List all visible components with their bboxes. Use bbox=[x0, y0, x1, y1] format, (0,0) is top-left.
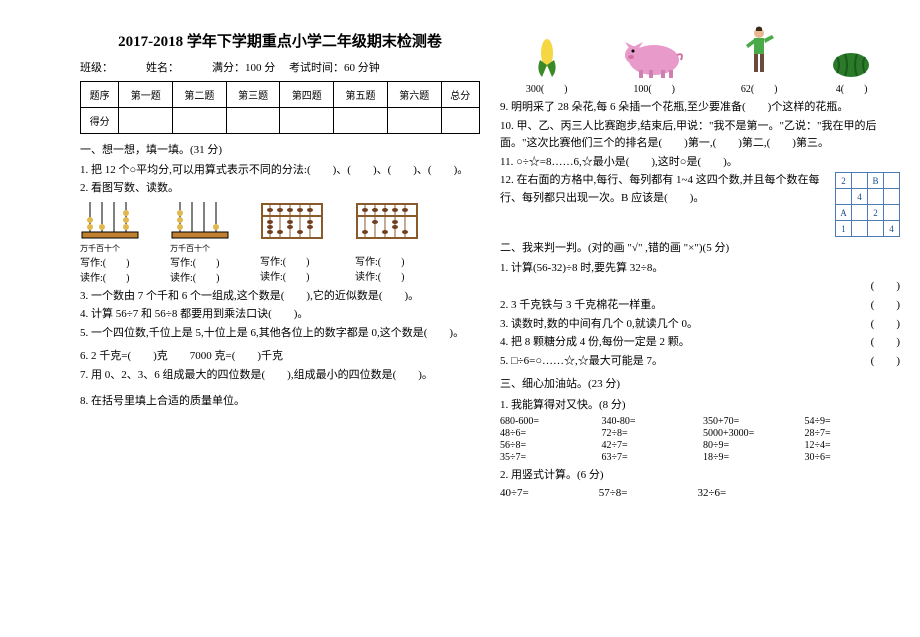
abacus-row: 万千百十个 写作:( ) 读作:( ) 万千百十个 写作:( ) 读作:( ) … bbox=[80, 202, 480, 284]
question-10: 10. 甲、乙、丙三人比赛跑步,结束后,甲说："我不是第一。"乙说："我在甲的后… bbox=[500, 118, 900, 153]
calc: 80÷9= bbox=[703, 440, 799, 451]
man-item: 62( ) bbox=[741, 30, 778, 95]
th: 第一题 bbox=[119, 82, 173, 108]
melon-item: 4( ) bbox=[829, 30, 874, 95]
question-6: 6. 2 千克=( )克 7000 克=( )千克 bbox=[80, 348, 480, 366]
abacus-icon bbox=[170, 202, 230, 240]
abacus-4: 写作:( ) 读作:( ) bbox=[355, 202, 420, 284]
calc: 5000+3000= bbox=[703, 428, 799, 439]
judge-3: 3. 读数时,数的中间有几个 0,就读几个 0。( ) bbox=[500, 316, 900, 334]
question-1: 1. 把 12 个○平均分,可以用算式表示不同的分法:( )、( )、( )、(… bbox=[80, 162, 480, 180]
calc: 72÷8= bbox=[602, 428, 698, 439]
digit-label: 万千百十个 bbox=[80, 243, 140, 254]
pig-icon bbox=[619, 30, 689, 80]
grid-puzzle: 2B 4 A2 14 bbox=[835, 172, 900, 237]
question-8: 8. 在括号里填上合适的质量单位。 bbox=[80, 393, 480, 411]
suanpan-icon bbox=[260, 202, 325, 240]
calc: 42÷7= bbox=[602, 440, 698, 451]
corn-item: 300( ) bbox=[526, 30, 568, 95]
img-label: 62( ) bbox=[741, 80, 778, 95]
exam-title: 2017-2018 学年下学期重点小学二年级期末检测卷 bbox=[80, 30, 480, 51]
calc: 30÷6= bbox=[805, 452, 901, 463]
fullmark-label: 满分：100 分 bbox=[212, 62, 275, 74]
vertical-calcs: 40÷7= 57÷8= 32÷6= bbox=[500, 485, 900, 503]
td: 得分 bbox=[81, 108, 119, 134]
question-9: 9. 明明采了 28 朵花,每 6 朵插一个花瓶,至少要准备( )个这样的花瓶。 bbox=[500, 99, 900, 117]
section-3: 三、细心加油站。(23 分) bbox=[500, 376, 900, 393]
calc: 63÷7= bbox=[602, 452, 698, 463]
img-label: 4( ) bbox=[829, 80, 874, 95]
judge-4: 4. 把 8 颗糖分成 4 份,每份一定是 2 颗。( ) bbox=[500, 334, 900, 352]
calc: 35÷7= bbox=[500, 452, 596, 463]
read-label: 读作:( ) bbox=[355, 268, 420, 283]
blank-1: ( ) bbox=[500, 278, 900, 296]
class-label: 班级： bbox=[80, 62, 113, 74]
vcalc: 40÷7= bbox=[500, 485, 529, 503]
th: 第三题 bbox=[226, 82, 280, 108]
calc: 18÷9= bbox=[703, 452, 799, 463]
th: 题序 bbox=[81, 82, 119, 108]
question-12: 12. 在右面的方格中,每行、每列都有 1~4 这四个数,并且每个数在每行、每列… bbox=[500, 174, 819, 204]
question-5: 5. 一个四位数,千位上是 5,十位上是 6,其他各位上的数字都是 0,这个数是… bbox=[80, 325, 480, 343]
table-row: 题序 第一题 第二题 第三题 第四题 第五题 第六题 总分 bbox=[81, 82, 480, 108]
question-3: 3. 一个数由 7 个千和 6 个一组成,这个数是( ),它的近似数是( )。 bbox=[80, 288, 480, 306]
watermelon-icon bbox=[829, 45, 874, 80]
calc: 12÷4= bbox=[805, 440, 901, 451]
name-label: 姓名： bbox=[146, 62, 179, 74]
write-label: 写作:( ) bbox=[170, 254, 230, 269]
write-label: 写作:( ) bbox=[355, 253, 420, 268]
th: 第四题 bbox=[280, 82, 334, 108]
suanpan-icon bbox=[355, 202, 420, 240]
digit-label: 万千百十个 bbox=[170, 243, 230, 254]
abacus-3: 写作:( ) 读作:( ) bbox=[260, 202, 325, 284]
write-label: 写作:( ) bbox=[80, 254, 140, 269]
question-11: 11. ○÷☆=8……6,☆最小是( ),这时○是( )。 bbox=[500, 154, 900, 172]
section-2: 二、我来判一判。(对的画 "√" ,错的画 "×")(5 分) bbox=[500, 240, 900, 257]
question-7: 7. 用 0、2、3、6 组成最大的四位数是( ),组成最小的四位数是( )。 bbox=[80, 367, 480, 385]
read-label: 读作:( ) bbox=[80, 269, 140, 284]
read-label: 读作:( ) bbox=[170, 269, 230, 284]
write-label: 写作:( ) bbox=[260, 253, 325, 268]
calc-grid: 680-600= 340-80= 350+70= 54÷9= 48÷6= 72÷… bbox=[500, 416, 900, 463]
abacus-1: 万千百十个 写作:( ) 读作:( ) bbox=[80, 202, 140, 284]
section-1: 一、想一想，填一填。(31 分) bbox=[80, 142, 480, 159]
calc-title-2: 2. 用竖式计算。(6 分) bbox=[500, 467, 900, 485]
exam-header: 班级： 姓名： 满分：100 分 考试时间：60 分钟 bbox=[80, 59, 480, 75]
calc: 54÷9= bbox=[805, 416, 901, 427]
question-12-wrap: 2B 4 A2 14 12. 在右面的方格中,每行、每列都有 1~4 这四个数,… bbox=[500, 172, 900, 237]
th: 总分 bbox=[441, 82, 479, 108]
person-icon bbox=[742, 25, 777, 80]
judge-5: 5. □÷6=○……☆,☆最大可能是 7。( ) bbox=[500, 353, 900, 371]
judge-1: 1. 计算(56-32)÷8 时,要先算 32÷8。 bbox=[500, 260, 900, 278]
corn-icon bbox=[532, 35, 562, 80]
calc: 340-80= bbox=[602, 416, 698, 427]
img-label: 300( ) bbox=[526, 80, 568, 95]
question-4: 4. 计算 56÷7 和 56÷8 都要用到乘法口诀( )。 bbox=[80, 306, 480, 324]
abacus-icon bbox=[80, 202, 140, 240]
read-label: 读作:( ) bbox=[260, 268, 325, 283]
judge-2: 2. 3 千克铁与 3 千克棉花一样重。( ) bbox=[500, 297, 900, 315]
calc: 680-600= bbox=[500, 416, 596, 427]
calc: 28÷7= bbox=[805, 428, 901, 439]
th: 第五题 bbox=[334, 82, 388, 108]
img-label: 100( ) bbox=[619, 80, 689, 95]
th: 第二题 bbox=[173, 82, 227, 108]
calc-title-1: 1. 我能算得对又快。(8 分) bbox=[500, 397, 900, 415]
pig-item: 100( ) bbox=[619, 30, 689, 95]
image-row: 300( ) 100( ) 62( ) 4( ) bbox=[500, 30, 900, 95]
th: 第六题 bbox=[387, 82, 441, 108]
time-label: 考试时间：60 分钟 bbox=[289, 62, 380, 74]
table-row: 得分 bbox=[81, 108, 480, 134]
vcalc: 57÷8= bbox=[599, 485, 628, 503]
calc: 56÷8= bbox=[500, 440, 596, 451]
score-table: 题序 第一题 第二题 第三题 第四题 第五题 第六题 总分 得分 bbox=[80, 81, 480, 134]
calc: 48÷6= bbox=[500, 428, 596, 439]
calc: 350+70= bbox=[703, 416, 799, 427]
vcalc: 32÷6= bbox=[698, 485, 727, 503]
question-2: 2. 看图写数、读数。 bbox=[80, 180, 480, 198]
abacus-2: 万千百十个 写作:( ) 读作:( ) bbox=[170, 202, 230, 284]
